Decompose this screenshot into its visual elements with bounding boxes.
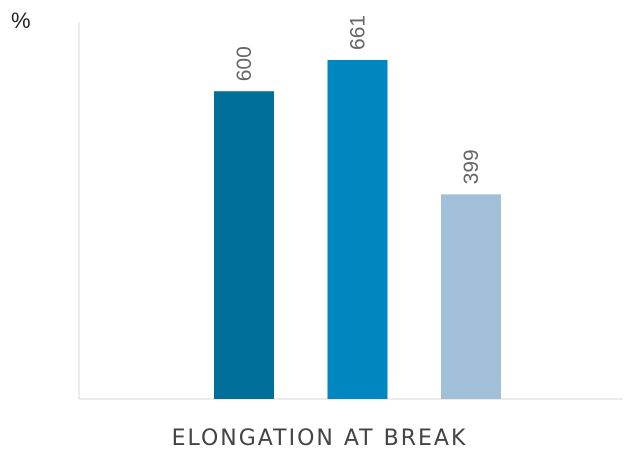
data-label-1: 600 (233, 46, 256, 81)
data-label-group: 600 661 399 (233, 15, 483, 184)
y-axis-unit-label: % (11, 8, 31, 33)
bar-3 (441, 194, 501, 399)
bar-2 (327, 59, 388, 400)
bar-1 (214, 91, 274, 399)
x-axis-category-label: ELONGATION AT BREAK (171, 426, 468, 451)
bar-group (214, 59, 501, 400)
data-label-2: 661 (347, 15, 370, 50)
data-label-3: 399 (460, 149, 483, 184)
